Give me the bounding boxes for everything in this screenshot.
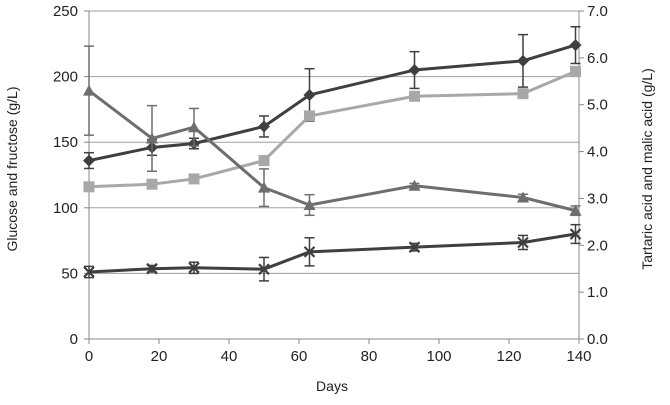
y-left-tick-label: 150: [53, 134, 78, 151]
data-point: [569, 228, 582, 240]
x-tick-label: 20: [151, 348, 168, 365]
y-left-tick-label: 100: [53, 200, 78, 217]
y-left-tick-label: 250: [53, 3, 78, 20]
data-point: [258, 263, 270, 275]
x-axis-title: Days: [316, 378, 348, 394]
series-2: [83, 65, 581, 193]
y-right-tick-label: 6.0: [587, 50, 608, 67]
data-point: [146, 132, 158, 144]
data-point: [258, 120, 270, 133]
data-point: [146, 262, 158, 275]
y-axis-left-title: Glucose and fructose (g/L): [4, 87, 20, 252]
series-line: [88, 232, 576, 274]
y-right-tick-label: 4.0: [587, 144, 608, 161]
y-left-tick-label: 50: [61, 265, 78, 282]
data-point: [83, 84, 95, 96]
y-right-tick-label: 3.0: [587, 190, 608, 207]
data-point: [408, 241, 421, 253]
series-line: [88, 69, 577, 189]
x-tick-label: 0: [85, 348, 93, 365]
data-point: [188, 121, 200, 133]
data-point: [569, 204, 582, 216]
data-point: [83, 154, 95, 167]
series-line: [88, 89, 576, 213]
y-axis-right-title: Tartaric acid and malic acid (g/L): [639, 68, 655, 270]
data-point: [517, 236, 529, 249]
data-point: [408, 64, 421, 77]
data-point: [303, 198, 316, 210]
series-4: [83, 223, 582, 282]
data-point: [304, 110, 315, 122]
y-right-tick-label: 7.0: [587, 3, 608, 20]
y-right-tick-label: 2.0: [587, 237, 608, 254]
x-tick-label: 100: [426, 348, 451, 365]
x-tick-label: 140: [566, 348, 591, 365]
series-1: [83, 25, 582, 170]
data-point: [409, 90, 420, 102]
data-point: [570, 65, 581, 77]
y-right-tick-label: 5.0: [587, 97, 608, 114]
data-point: [258, 181, 270, 193]
data-point: [517, 54, 529, 67]
x-tick-label: 60: [291, 348, 308, 365]
data-point: [517, 88, 529, 100]
y-right-tick-label: 0.0: [587, 331, 608, 348]
tick-layer: 0 20 40 60 80 100 120 140 0 50 100 150 200 250 0.0 1.0 2…: [53, 3, 608, 365]
y-left-tick-label: 200: [53, 69, 78, 86]
x-tick-label: 40: [221, 348, 238, 365]
data-point: [303, 246, 316, 258]
data-point: [408, 179, 421, 191]
x-tick-label: 80: [361, 348, 378, 365]
y-right-tick-label: 1.0: [587, 284, 608, 301]
series-line: [88, 43, 576, 163]
data-point: [303, 88, 316, 101]
data-point: [83, 181, 95, 193]
x-tick-label: 120: [496, 348, 521, 365]
series-layer: [83, 25, 582, 282]
grid-layer: [89, 10, 579, 274]
data-point: [83, 266, 95, 278]
data-point: [258, 155, 270, 167]
data-point: [188, 173, 200, 185]
series-3: [83, 45, 582, 217]
data-point: [146, 178, 158, 190]
data-point: [517, 191, 529, 203]
y-left-tick-label: 0: [70, 331, 78, 348]
data-point: [188, 261, 200, 274]
data-point: [569, 39, 582, 52]
